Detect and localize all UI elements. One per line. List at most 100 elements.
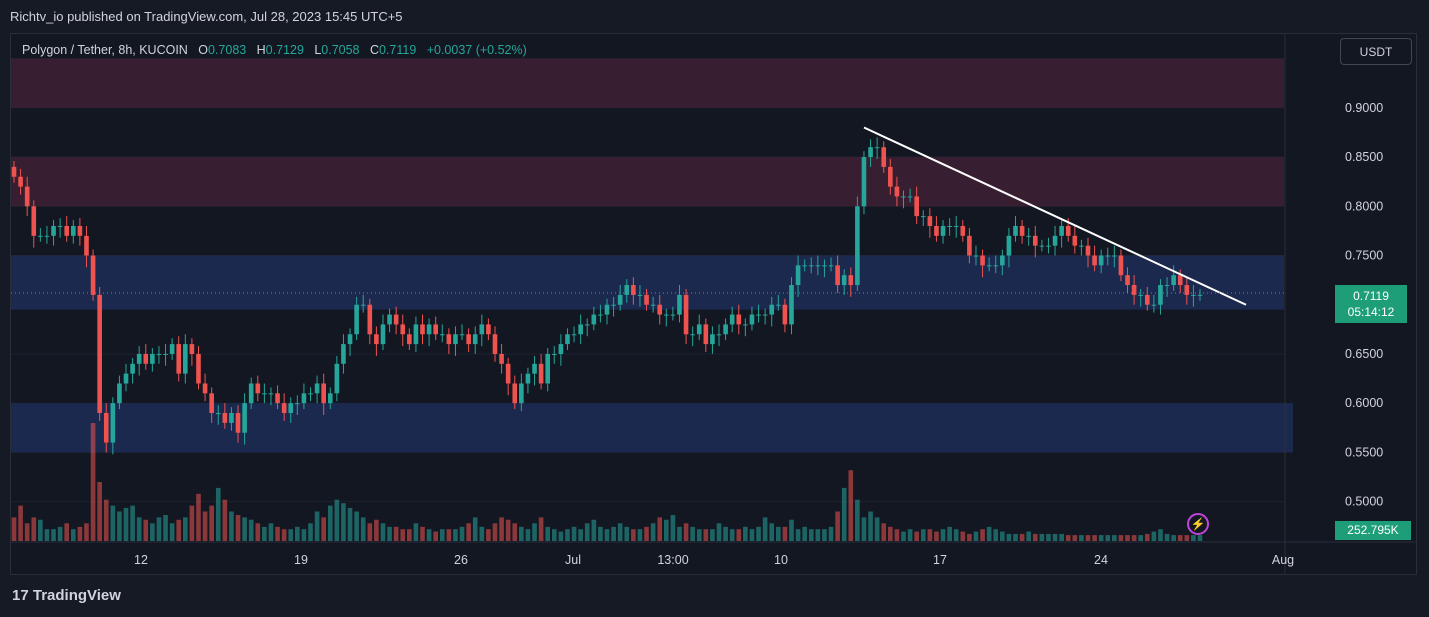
candle-body — [960, 225, 966, 236]
volume-bar — [248, 519, 254, 541]
candle-body — [723, 324, 728, 335]
y-tick-label: 0.5500 — [1345, 445, 1383, 459]
y-tick-label: 0.8500 — [1345, 150, 1383, 164]
candle-body — [545, 353, 551, 384]
candle-body — [1177, 275, 1183, 286]
candle-body — [841, 275, 847, 286]
volume-bar — [551, 529, 557, 541]
last-price-value: 0.7119 — [1353, 289, 1389, 303]
volume-bar — [980, 529, 985, 541]
y-tick-label: 0.9000 — [1345, 101, 1383, 115]
volume-bar — [644, 526, 649, 541]
candle-body — [189, 344, 195, 354]
candle-body — [690, 334, 695, 336]
candle-body — [103, 413, 109, 443]
volume-bar — [881, 523, 887, 541]
candle-body — [1006, 235, 1012, 256]
volume-bar — [341, 503, 346, 541]
volume-bar — [617, 523, 623, 541]
volume-bar — [1125, 535, 1130, 541]
x-tick-label: 17 — [933, 553, 947, 567]
volume-bar — [934, 531, 939, 541]
candle-body — [624, 285, 630, 295]
volume-bar — [683, 523, 689, 541]
candle-body — [163, 353, 168, 355]
candle-body — [769, 304, 775, 315]
candle-body — [1085, 245, 1091, 256]
volume-bar — [855, 499, 860, 541]
candle-body — [466, 334, 471, 345]
volume-bar — [868, 511, 873, 541]
volume-bar — [18, 505, 23, 541]
volume-bar — [598, 526, 603, 541]
volume-bar — [1059, 533, 1064, 541]
candle-body — [1013, 225, 1018, 236]
candle-body — [420, 324, 425, 335]
volume-bar — [31, 517, 37, 541]
currency-button[interactable]: USDT — [1340, 38, 1412, 65]
candle-body — [44, 235, 50, 237]
candle-body — [1125, 275, 1130, 286]
volume-bar — [1046, 533, 1051, 541]
volume-bar — [716, 523, 722, 541]
volume-bar — [1072, 535, 1078, 541]
volume-bar — [367, 523, 373, 541]
volume-bar — [940, 529, 946, 541]
bar-countdown: 05:14:12 — [1347, 305, 1395, 319]
candle-body — [677, 294, 682, 315]
candle-body — [802, 265, 807, 267]
open-label: O — [198, 43, 208, 57]
candle-body — [828, 265, 834, 267]
volume-bar — [519, 526, 524, 541]
candle-body — [703, 324, 709, 345]
candle-body — [1000, 255, 1005, 266]
volume-bar — [795, 529, 801, 541]
volume-bar — [492, 523, 498, 541]
volume-bar — [242, 517, 247, 541]
tradingview-logo[interactable]: 17 TradingView — [12, 587, 121, 604]
candle-body — [578, 324, 583, 335]
volume-bar — [1079, 535, 1084, 541]
candle-body — [262, 393, 267, 395]
volume-bar — [828, 526, 834, 541]
candle-body — [11, 166, 17, 177]
volume-bar — [1013, 533, 1018, 541]
candle-body — [499, 353, 504, 364]
candle-body — [835, 265, 840, 286]
candle-body — [393, 314, 399, 325]
candle-body — [327, 393, 333, 404]
volume-bar — [130, 505, 135, 541]
candle-body — [209, 393, 214, 414]
candle-body — [24, 186, 30, 207]
lightning-icon[interactable]: ⚡ — [1187, 513, 1209, 535]
volume-bar — [1112, 535, 1117, 541]
volume-bar — [439, 529, 445, 541]
candle-body — [815, 265, 821, 267]
volume-bar — [380, 523, 386, 541]
candle-body — [1112, 255, 1117, 257]
candle-body — [1105, 255, 1111, 257]
volume-bar — [499, 517, 504, 541]
volume-bar — [578, 529, 583, 541]
candle-body — [1026, 235, 1031, 237]
y-tick-label: 0.8000 — [1345, 199, 1383, 213]
candle-body — [314, 383, 320, 394]
volume-bar — [762, 517, 768, 541]
candle-body — [894, 186, 900, 197]
candle-body — [749, 314, 755, 325]
candle-body — [479, 324, 485, 335]
volume-bar — [723, 526, 728, 541]
volume-bar — [894, 529, 900, 541]
volume-bar — [749, 529, 755, 541]
candle-body — [558, 344, 564, 354]
candle-body — [789, 285, 794, 325]
volume-bar — [209, 505, 214, 541]
volume-bar — [11, 517, 17, 541]
symbol-legend: Polygon / Tether, 8h, KUCOIN O0.7083 H0.… — [22, 43, 527, 57]
volume-bar — [710, 529, 715, 541]
candle-body — [486, 324, 491, 335]
candle-body — [453, 334, 458, 345]
candle-body — [341, 344, 346, 364]
volume-bar — [743, 526, 748, 541]
